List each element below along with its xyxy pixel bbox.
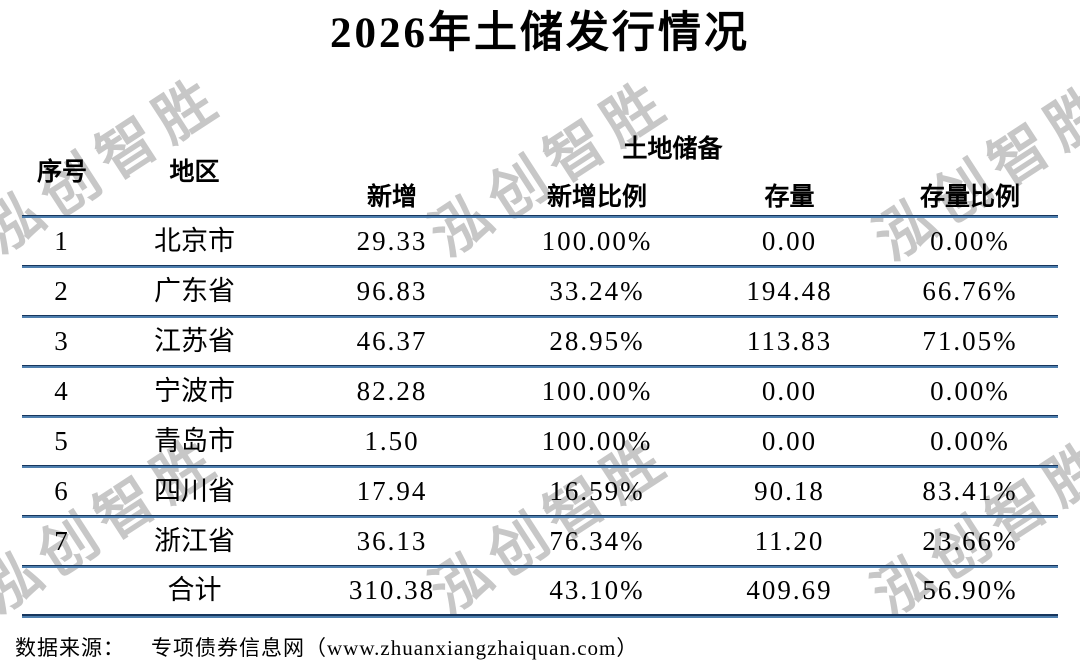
cell-new: 29.33	[356, 225, 428, 256]
data-source-note: 数据来源： 专项债券信息网（www.zhuanxiangzhaiquan.com）	[15, 632, 1080, 662]
cell-stock: 0.00	[761, 375, 818, 406]
table-row: 3 江苏省 46.37 28.95% 113.83 71.05%	[22, 318, 1058, 368]
table-row: 4 宁波市 82.28 100.00% 0.00 0.00%	[22, 368, 1058, 418]
cell-stock-ratio: 66.76%	[922, 275, 1018, 306]
cell-total-label: 合计	[167, 574, 222, 605]
cell-new-ratio: 28.95%	[549, 325, 645, 356]
cell-stock: 90.18	[754, 475, 825, 506]
cell-no: 2	[54, 275, 70, 306]
table-header: 序号 地区 土地储备 新增 新增比例 存量 存量比例	[22, 122, 1058, 218]
cell-no: 7	[54, 525, 70, 556]
page-title: 2026年土储发行情况	[330, 10, 750, 57]
table-row: 5 青岛市 1.50 100.00% 0.00 0.00%	[22, 418, 1058, 468]
cell-no-empty	[22, 590, 102, 596]
cell-new: 46.37	[356, 325, 428, 356]
cell-new: 36.13	[356, 525, 428, 556]
cell-new-ratio: 43.10%	[549, 574, 645, 605]
cell-stock: 194.48	[746, 275, 833, 306]
cell-stock-ratio: 56.90%	[922, 574, 1018, 605]
col-header-group: 土地储备	[622, 136, 723, 163]
data-source-label: 数据来源：	[15, 636, 125, 660]
cell-new-ratio: 16.59%	[549, 475, 645, 506]
cell-new-ratio: 33.24%	[549, 275, 645, 306]
data-source-text: 专项债券信息网（www.zhuanxiangzhaiquan.com）	[151, 636, 639, 660]
cell-stock-ratio: 0.00%	[930, 425, 1010, 456]
cell-stock-ratio: 0.00%	[930, 225, 1010, 256]
col-header-stock: 存量	[764, 184, 815, 211]
col-header-new-ratio: 新增比例	[546, 184, 647, 211]
table-row: 1 北京市 29.33 100.00% 0.00 0.00%	[22, 218, 1058, 268]
col-header-region: 地区	[169, 159, 220, 186]
cell-region: 青岛市	[154, 425, 235, 456]
cell-new: 310.38	[348, 574, 436, 605]
cell-new: 17.94	[356, 475, 428, 506]
cell-new-ratio: 100.00%	[541, 425, 653, 456]
cell-stock: 11.20	[754, 525, 825, 556]
col-header-stock-ratio: 存量比例	[919, 184, 1020, 211]
col-header-no: 序号	[36, 159, 87, 186]
cell-new-ratio: 100.00%	[541, 225, 653, 256]
cell-no: 3	[54, 325, 70, 356]
cell-no: 5	[54, 425, 70, 456]
cell-no: 6	[54, 475, 70, 506]
cell-region: 宁波市	[154, 375, 235, 406]
cell-new: 82.28	[356, 375, 428, 406]
cell-stock-ratio: 83.41%	[922, 475, 1018, 506]
cell-region: 北京市	[154, 225, 235, 256]
cell-new-ratio: 76.34%	[549, 525, 645, 556]
cell-new-ratio: 100.00%	[541, 375, 653, 406]
cell-region: 四川省	[154, 475, 235, 506]
cell-no: 1	[54, 225, 70, 256]
cell-stock: 409.69	[746, 574, 833, 605]
cell-region: 浙江省	[154, 525, 235, 556]
land-reserve-table: 序号 地区 土地储备 新增 新增比例 存量 存量比例 1 北京市 29.33 1…	[22, 122, 1058, 618]
cell-region: 广东省	[154, 275, 235, 306]
cell-stock-ratio: 23.66%	[922, 525, 1018, 556]
table-row: 7 浙江省 36.13 76.34% 11.20 23.66%	[22, 518, 1058, 568]
table-row: 2 广东省 96.83 33.24% 194.48 66.76%	[22, 268, 1058, 318]
cell-new: 96.83	[356, 275, 428, 306]
cell-new: 1.50	[364, 425, 420, 456]
table-row: 6 四川省 17.94 16.59% 90.18 83.41%	[22, 468, 1058, 518]
cell-stock: 113.83	[746, 325, 833, 356]
cell-stock-ratio: 71.05%	[922, 325, 1018, 356]
cell-stock: 0.00	[761, 225, 818, 256]
table-total-row: 合计 310.38 43.10% 409.69 56.90%	[22, 568, 1058, 618]
cell-no: 4	[54, 375, 70, 406]
cell-stock: 0.00	[761, 425, 818, 456]
col-header-new: 新增	[366, 184, 417, 211]
cell-region: 江苏省	[154, 325, 235, 356]
cell-stock-ratio: 0.00%	[930, 375, 1010, 406]
